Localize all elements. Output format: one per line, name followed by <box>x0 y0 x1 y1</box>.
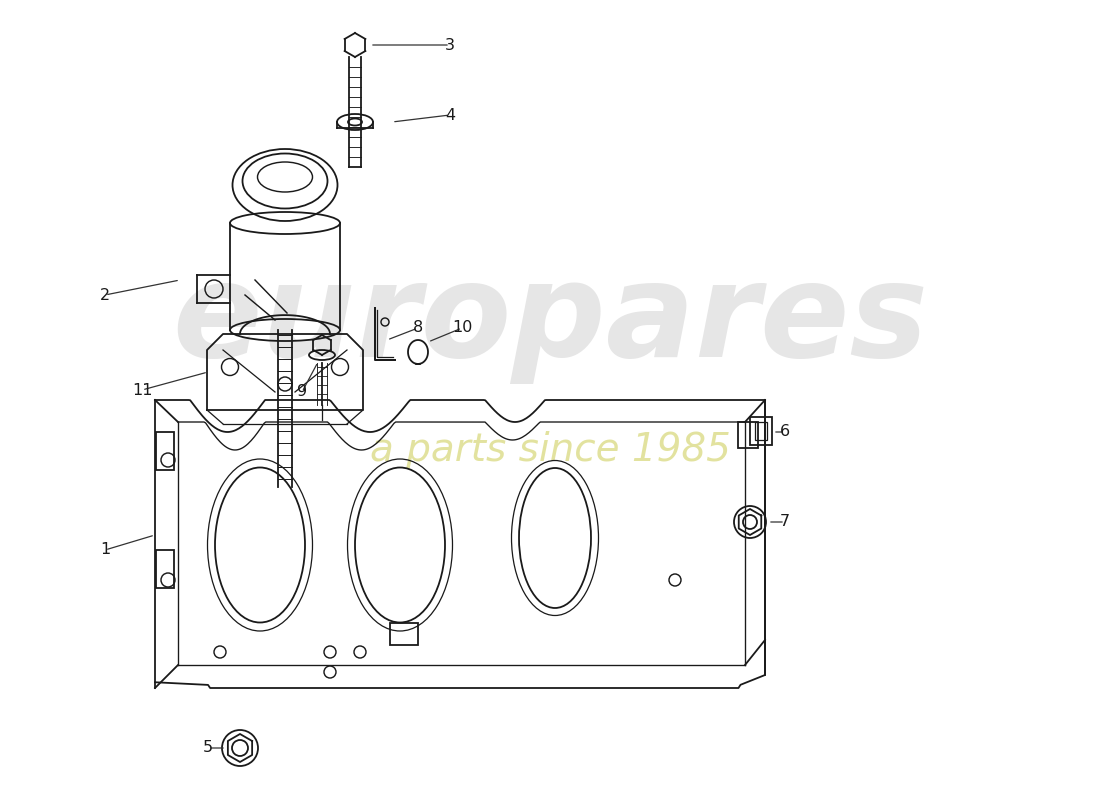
Text: 1: 1 <box>100 542 110 558</box>
Bar <box>156 550 174 588</box>
Text: 6: 6 <box>780 425 790 439</box>
Text: 5: 5 <box>202 741 213 755</box>
Bar <box>390 623 418 645</box>
Text: 9: 9 <box>297 385 307 399</box>
Text: europares: europares <box>172 257 928 383</box>
Text: 7: 7 <box>780 514 790 530</box>
Text: 10: 10 <box>452 321 472 335</box>
Text: 4: 4 <box>444 107 455 122</box>
Text: a parts since 1985: a parts since 1985 <box>370 431 730 469</box>
Bar <box>156 432 174 470</box>
Text: 11: 11 <box>132 382 152 398</box>
Text: 3: 3 <box>446 38 455 53</box>
Text: 2: 2 <box>100 287 110 302</box>
Bar <box>738 422 758 448</box>
Text: 8: 8 <box>412 321 424 335</box>
Bar <box>750 417 772 445</box>
Bar <box>755 422 767 440</box>
